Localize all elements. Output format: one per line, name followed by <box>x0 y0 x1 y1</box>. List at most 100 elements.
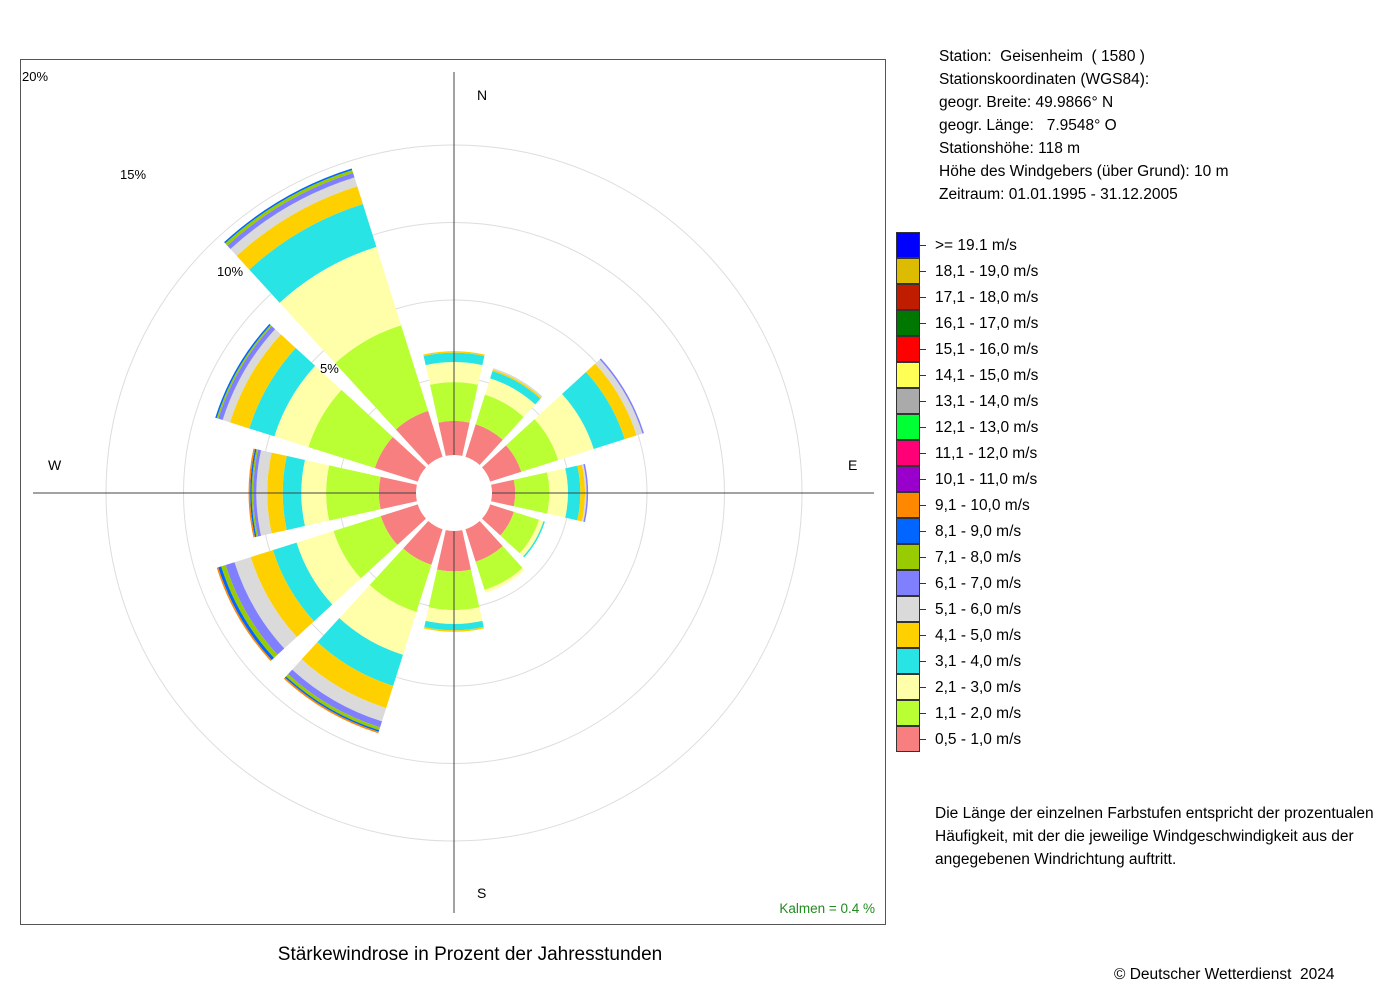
calm-label: Kalmen = 0.4 % <box>779 901 875 916</box>
rose-segment <box>534 394 594 461</box>
legend-swatch <box>896 362 920 388</box>
legend-tick <box>920 427 926 428</box>
legend-swatch <box>896 726 920 752</box>
rose-segment <box>586 363 637 440</box>
rose-segment <box>492 368 543 398</box>
legend-label: 1,1 - 2,0 m/s <box>935 705 1022 722</box>
radial-tick-label: 10% <box>217 264 243 279</box>
rose-segment <box>380 504 426 545</box>
rose-segment <box>475 546 523 590</box>
compass-label-e: E <box>848 457 857 473</box>
rose-segment <box>369 548 432 613</box>
station-name: Station: Geisenheim ( 1580 ) <box>939 48 1145 65</box>
legend-label: 17,1 - 18,0 m/s <box>935 289 1039 306</box>
rose-segment <box>523 521 545 558</box>
compass-label-w: W <box>48 457 62 473</box>
rose-segment <box>249 203 377 303</box>
legend-swatch <box>896 596 920 622</box>
rose-segment <box>465 424 503 465</box>
legend-label: 5,1 - 6,0 m/s <box>935 601 1022 618</box>
rose-segment <box>218 566 274 661</box>
legend-tick <box>920 401 926 402</box>
rose-segment <box>248 448 255 538</box>
legend-swatch <box>896 492 920 518</box>
rose-segment <box>403 521 443 565</box>
rose-segment <box>492 369 542 399</box>
rose-segment <box>395 410 443 465</box>
legend-swatch <box>896 674 920 700</box>
legend-swatch <box>896 440 920 466</box>
radial-tick-label: 20% <box>22 69 48 84</box>
compass-label-n: N <box>477 87 487 103</box>
rose-segment <box>562 372 625 449</box>
rose-segment <box>292 659 387 722</box>
station-elevation: Stationshöhe: 118 m <box>939 140 1081 157</box>
rose-segment <box>253 449 262 537</box>
legend-label: 4,1 - 5,0 m/s <box>935 627 1022 644</box>
legend-label: 9,1 - 10,0 m/s <box>935 497 1030 514</box>
legend-label: 7,1 - 8,0 m/s <box>935 549 1022 566</box>
rose-segment <box>227 172 355 249</box>
legend-swatch <box>896 284 920 310</box>
legend-swatch <box>896 232 920 258</box>
legend-swatch <box>896 648 920 674</box>
explanation-note: Die Länge der einzelnen Farbstufen entsp… <box>935 802 1395 871</box>
rose-segment <box>485 378 536 417</box>
legend-swatch <box>896 258 920 284</box>
legend-label: 15,1 - 16,0 m/s <box>935 341 1039 358</box>
legend-label: 12,1 - 13,0 m/s <box>935 419 1039 436</box>
legend-tick <box>920 297 926 298</box>
compass-label-s: S <box>477 885 486 901</box>
rose-segment <box>236 186 363 270</box>
rose-segment <box>250 550 314 638</box>
rose-segment <box>274 365 342 448</box>
rose-segment <box>225 562 285 655</box>
rose-segment <box>317 618 403 686</box>
rose-segment <box>335 325 429 430</box>
windrose-chart: 5% 10% 15% 20% N E S W Kalmen = 0.4 % <box>22 69 875 916</box>
legend-tick <box>920 271 926 272</box>
legend-label: >= 19.1 m/s <box>935 237 1017 254</box>
legend-tick <box>920 609 926 610</box>
legend-swatch <box>896 518 920 544</box>
rose-segment <box>423 351 485 357</box>
legend-tick <box>920 739 926 740</box>
rose-segment <box>374 436 426 482</box>
rose-segment <box>308 389 393 469</box>
legend-tick <box>920 245 926 246</box>
rose-segment <box>249 347 316 437</box>
rose-segment <box>500 511 540 554</box>
legend-swatch <box>896 466 920 492</box>
legend-swatch <box>896 310 920 336</box>
rose-segment <box>285 674 381 731</box>
rose-segment <box>482 504 514 536</box>
rose-segment <box>221 565 278 658</box>
rose-segment <box>234 557 297 649</box>
rose-segment <box>475 394 524 440</box>
legend-label: 13,1 - 14,0 m/s <box>935 393 1039 410</box>
legend-tick <box>920 661 926 662</box>
rose-segment <box>222 329 281 423</box>
rose-segment <box>218 325 276 421</box>
rose-segment <box>339 585 417 655</box>
anemometer-height: Höhe des Windgebers (über Grund): 10 m <box>939 163 1229 180</box>
legend-label: 3,1 - 4,0 m/s <box>935 653 1022 670</box>
rose-segment <box>482 445 522 482</box>
station-info: Station: Geisenheim ( 1580 ) Stationskoo… <box>939 45 1228 206</box>
legend-swatch <box>896 414 920 440</box>
copyright: © Deutscher Wetterdienst 2024 <box>1114 966 1335 983</box>
rose-segment <box>301 642 394 709</box>
rose-segment <box>288 669 382 728</box>
legend-tick <box>920 687 926 688</box>
legend-tick <box>920 531 926 532</box>
rose-segment <box>465 521 503 562</box>
rose-segment <box>279 246 402 364</box>
legend-tick <box>920 635 926 636</box>
rose-segment <box>230 177 358 256</box>
rose-segment <box>490 371 541 405</box>
legend-tick <box>920 323 926 324</box>
windrose-plot-area: 5% 10% 15% 20% N E S W Kalmen = 0.4 % <box>20 59 886 925</box>
legend-swatch <box>896 336 920 362</box>
legend-label: 18,1 - 19,0 m/s <box>935 263 1039 280</box>
station-longitude: geogr. Länge: 7.9548° O <box>939 117 1117 134</box>
